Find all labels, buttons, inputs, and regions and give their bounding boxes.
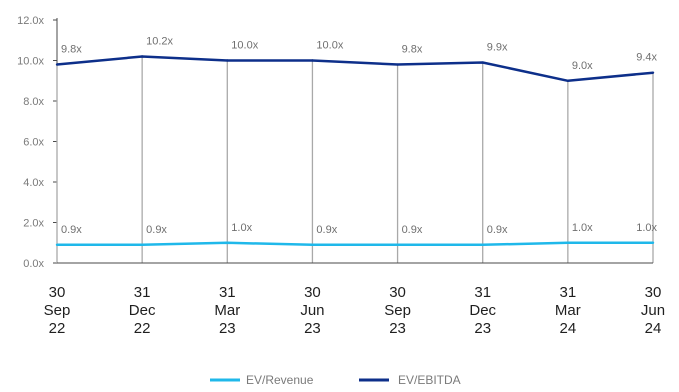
x-category-label-line: 23 — [474, 320, 491, 337]
x-category-label-line: 30 — [645, 284, 662, 301]
x-category-label-line: 23 — [304, 320, 321, 337]
y-tick-label: 0.0x — [23, 258, 44, 270]
x-category-label-line: 23 — [219, 320, 236, 337]
data-labels: 0.9x 0.9x 1.0x 0.9x 0.9x 0.9x 1.0x 1.0x 9.8x 10.2… — [61, 35, 657, 235]
data-point — [55, 243, 59, 246]
data-point — [226, 59, 229, 62]
data-label: 9.9x — [487, 42, 508, 54]
x-category-label-line: 30 — [49, 284, 66, 301]
data-label: 9.4x — [636, 52, 657, 64]
x-category-label-line: 24 — [645, 320, 662, 337]
data-label: 0.9x — [316, 224, 337, 236]
data-label: 9.8x — [402, 44, 423, 56]
legend-label: EV/EBITDA — [398, 373, 461, 387]
y-tick-label: 10.0x — [17, 56, 44, 68]
data-label: 9.0x — [572, 60, 593, 72]
data-point — [651, 71, 655, 74]
data-point — [140, 243, 144, 246]
data-point — [55, 63, 59, 66]
x-axis: 30Sep2231Dec2231Mar2330Jun2330Sep2331Dec… — [44, 262, 665, 337]
x-category-label-line: 30 — [389, 284, 406, 301]
x-category-label-line: 24 — [560, 320, 577, 337]
data-point — [481, 61, 484, 64]
y-tick-label: 2.0x — [23, 218, 44, 230]
data-label: 0.9x — [61, 224, 82, 236]
x-category-label-line: Dec — [129, 302, 156, 319]
x-category-label-line: Sep — [384, 302, 411, 319]
x-category-label-line: 31 — [134, 284, 151, 301]
x-category-label-line: 22 — [134, 320, 151, 337]
data-label: 10.0x — [316, 40, 343, 52]
y-tick-label: 4.0x — [23, 177, 44, 189]
legend-item-ev-ebitda: EV/EBITDA — [359, 373, 461, 387]
x-category-label-line: 31 — [560, 284, 577, 301]
data-point — [566, 241, 570, 244]
x-category-label-line: Mar — [214, 302, 240, 319]
data-label: 1.0x — [572, 222, 593, 234]
x-category-label-line: 30 — [304, 284, 321, 301]
x-category-label-line: 31 — [219, 284, 236, 301]
data-point — [566, 79, 570, 82]
legend-item-ev-revenue: EV/Revenue — [210, 373, 314, 387]
data-point — [481, 243, 484, 246]
data-point — [311, 59, 314, 62]
x-category-label-line: 31 — [474, 284, 491, 301]
x-category-label-line: Dec — [469, 302, 496, 319]
data-point — [140, 55, 144, 58]
data-point — [396, 63, 399, 66]
x-category-label-line: Mar — [555, 302, 581, 319]
y-tick-label: 12.0x — [17, 15, 44, 27]
x-category-label-line: Jun — [641, 302, 665, 319]
drop-lines — [56, 56, 654, 263]
data-label: 1.0x — [231, 222, 252, 234]
legend-label: EV/Revenue — [246, 373, 314, 387]
data-label: 1.0x — [636, 222, 657, 234]
series-line-ev-ebitda — [56, 55, 654, 83]
data-label: 0.9x — [146, 224, 167, 236]
series-line-ev-revenue — [57, 241, 653, 247]
series-lines — [55, 55, 655, 247]
legend: EV/Revenue EV/EBITDA — [210, 373, 461, 387]
data-point — [396, 243, 399, 246]
data-point — [651, 241, 655, 244]
y-tick-label: 6.0x — [23, 137, 44, 149]
y-tick-label: 8.0x — [23, 96, 44, 108]
data-label: 0.9x — [402, 224, 423, 236]
data-label: 9.8x — [61, 44, 82, 56]
data-point — [311, 243, 314, 246]
data-label: 10.0x — [231, 40, 258, 52]
y-axis: 0.0x 2.0x 4.0x 6.0x 8.0x 10.0x 12.0x — [17, 15, 58, 270]
x-category-label-line: Jun — [300, 302, 324, 319]
data-label: 0.9x — [487, 224, 508, 236]
data-label: 10.2x — [146, 35, 173, 47]
x-category-label-line: 23 — [389, 320, 406, 337]
data-point — [226, 241, 229, 244]
x-category-label-line: Sep — [44, 302, 71, 319]
x-category-label-line: 22 — [49, 320, 66, 337]
